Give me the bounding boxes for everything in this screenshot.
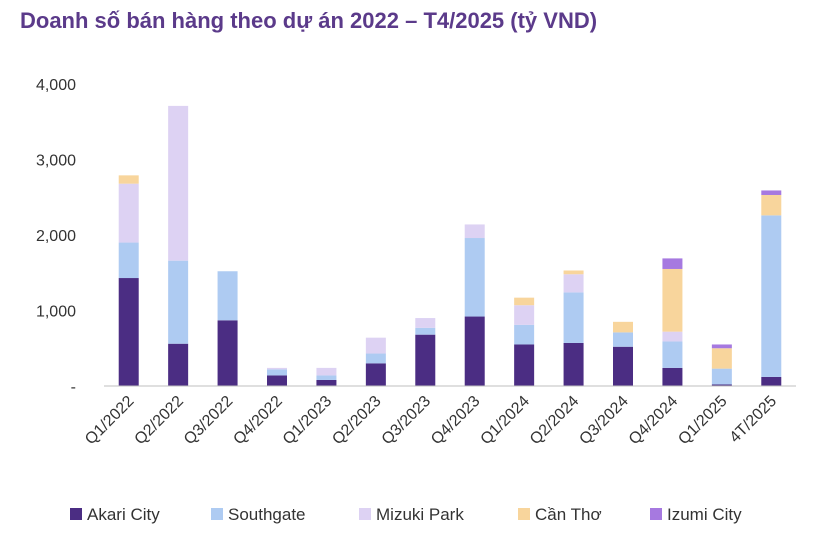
legend-label: Cần Thơ (535, 505, 602, 524)
y-tick-label: 1,000 (36, 304, 76, 321)
bar-segment (662, 258, 683, 269)
x-tick-label: Q4/2023 (428, 393, 483, 448)
x-tick-label: Q3/2024 (576, 393, 631, 448)
bar-segment (662, 341, 683, 368)
bar-segment (662, 331, 683, 342)
bar-segment (613, 321, 633, 333)
bar-segment (514, 344, 535, 386)
bar-segment (464, 316, 485, 386)
x-tick-label: Q3/2023 (379, 393, 434, 448)
bar-segment (761, 194, 782, 216)
y-tick-label: 3,000 (36, 153, 76, 170)
bar-segment (217, 271, 238, 321)
bar-segment (118, 175, 139, 184)
bar-segment (613, 332, 633, 347)
bar-segment (514, 324, 535, 345)
bar-segment (118, 278, 139, 386)
bars (118, 105, 782, 386)
bar-segment (711, 344, 732, 349)
x-tick-label: Q1/2023 (280, 393, 335, 448)
legend-swatch (359, 508, 371, 520)
bar-segment (761, 190, 782, 195)
bar-segment (415, 327, 436, 335)
x-tick-label: Q1/2022 (82, 393, 137, 448)
bar-segment (415, 318, 436, 328)
bar-segment (365, 353, 386, 364)
bar-segment (316, 379, 337, 386)
bar-segment (118, 183, 139, 243)
y-tick-label: - (71, 379, 76, 396)
x-tick-label: Q3/2022 (181, 393, 236, 448)
bar-segment (168, 343, 189, 386)
bar-segment (464, 224, 485, 239)
bar-segment (316, 367, 337, 376)
bar-segment (267, 369, 287, 376)
legend-swatch (518, 508, 530, 520)
bar-segment (563, 270, 584, 275)
bar-segment (267, 367, 287, 370)
bar-segment (514, 305, 535, 325)
bar-segment (662, 268, 683, 332)
legend-label: Southgate (228, 505, 306, 524)
y-tick-label: 2,000 (36, 228, 76, 245)
bar-segment (217, 320, 238, 386)
bar-segment (415, 334, 436, 386)
bar-segment (563, 342, 584, 386)
legend-swatch (650, 508, 662, 520)
legend-label: Izumi City (667, 505, 742, 524)
y-axis-ticks: - 1,000 2,000 3,000 4,000 (36, 77, 76, 396)
x-tick-label: Q2/2024 (527, 393, 582, 448)
x-tick-label: Q4/2024 (626, 393, 681, 448)
bar-segment (613, 346, 633, 386)
legend-swatch (211, 508, 223, 520)
bar-segment (711, 384, 732, 386)
bar-segment (761, 376, 782, 386)
x-tick-label: 4T/2025 (727, 393, 781, 447)
x-tick-label: Q2/2022 (132, 393, 187, 448)
bar-segment (711, 368, 732, 385)
legend-label: Mizuki Park (376, 505, 464, 524)
legend-label: Akari City (87, 505, 160, 524)
bar-segment (563, 292, 584, 343)
x-axis-ticks: Q1/2022Q2/2022Q3/2022Q4/2022Q1/2023Q2/20… (82, 393, 780, 448)
bar-segment (365, 363, 386, 386)
x-tick-label: Q1/2025 (675, 393, 730, 448)
bar-segment (662, 367, 683, 386)
legend: Akari City Southgate Mizuki Park Cần Thơ Izu… (70, 505, 742, 524)
bar-segment (761, 215, 782, 377)
bar-segment (711, 348, 732, 369)
y-tick-label: 4,000 (36, 77, 76, 94)
bar-segment (267, 375, 287, 386)
bar-segment (118, 242, 139, 279)
bar-segment (316, 375, 337, 380)
bar-segment (168, 260, 189, 344)
bar-segment (563, 274, 584, 293)
bar-segment (168, 105, 189, 261)
x-tick-label: Q4/2022 (230, 393, 285, 448)
legend-swatch (70, 508, 82, 520)
bar-segment (365, 337, 386, 354)
x-tick-label: Q1/2024 (478, 393, 533, 448)
bar-segment (514, 297, 535, 306)
x-tick-label: Q2/2023 (329, 393, 384, 448)
bar-segment (464, 238, 485, 317)
chart-title: Doanh số bán hàng theo dự án 2022 – T4/2… (20, 8, 598, 33)
